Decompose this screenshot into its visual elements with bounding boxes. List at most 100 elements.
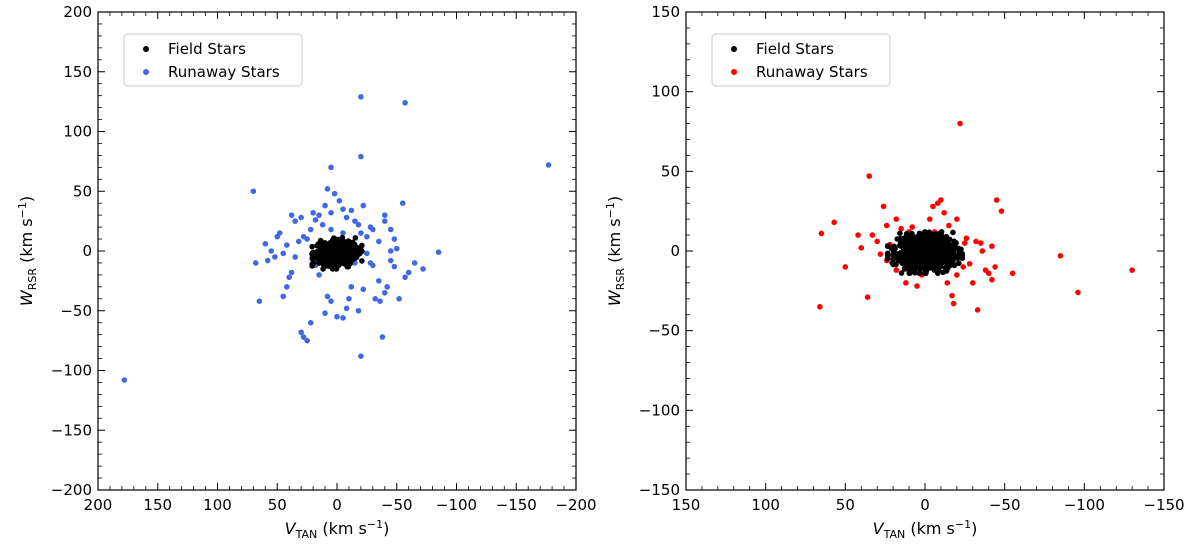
field-stars-point [920, 247, 927, 253]
runaway-stars-point [274, 233, 281, 240]
field-stars-point [959, 251, 966, 257]
x-axis-label-symbol: V [285, 519, 297, 538]
runaway-stars-point [346, 296, 352, 302]
runaway-stars-point [292, 218, 298, 224]
field-stars-point [359, 242, 365, 249]
runaway-stars-point [121, 377, 128, 383]
runaway-stars-point [288, 269, 295, 276]
field-stars-point [339, 235, 346, 241]
runaway-stars-point [402, 100, 408, 106]
runaway-stars-point [1075, 289, 1081, 296]
legend-marker-runaway-stars [143, 69, 149, 75]
runaway-stars-point [343, 305, 350, 312]
field-stars-point [951, 253, 958, 259]
x-tick-label: 200 [84, 496, 113, 514]
runaway-stars-point [355, 307, 362, 314]
field-stars-point [353, 250, 359, 257]
legend-marker-runaway-stars [731, 69, 737, 75]
y-axis-label: WRSR (km s−1) [16, 196, 39, 306]
field-stars-point [938, 229, 945, 235]
y-tick-label: 150 [651, 3, 680, 21]
field-stars-point [351, 241, 357, 248]
runaway-stars-point [379, 334, 386, 340]
runaway-stars-point [360, 286, 367, 293]
field-stars-point [926, 231, 933, 238]
y-axis-label-close: ) [605, 196, 624, 202]
field-stars-point [946, 245, 953, 252]
x-axis-label-unit: (km s [317, 519, 367, 538]
x-axis-label-symbol: V [873, 519, 885, 538]
field-stars-point [328, 253, 334, 259]
runaway-stars-point [358, 230, 364, 236]
x-tick-label: 100 [203, 496, 232, 514]
field-stars-point [323, 259, 330, 265]
field-stars-point [897, 230, 903, 237]
field-stars-point [937, 260, 944, 267]
field-stars-point [896, 257, 903, 264]
runaway-stars-point [307, 319, 314, 326]
field-stars-point [916, 236, 922, 243]
runaway-stars-point [866, 173, 873, 179]
field-stars-point [920, 256, 927, 262]
field-stars-point [309, 263, 315, 269]
field-stars-point [890, 261, 897, 268]
runaway-stars-point [387, 257, 394, 264]
runaway-stars-point [399, 200, 406, 206]
runaway-stars-point [974, 307, 981, 313]
runaway-stars-point [360, 202, 367, 209]
field-stars-point [926, 240, 932, 247]
runaway-stars-point [950, 300, 957, 307]
runaway-stars-point [903, 280, 909, 286]
runaway-stars-point [393, 245, 400, 252]
runaway-stars-point [364, 233, 370, 240]
field-stars-point [959, 255, 966, 262]
runaway-stars-point [343, 214, 350, 221]
y-tick-label: 150 [63, 63, 92, 81]
runaway-stars-point [855, 232, 861, 238]
y-axis-label-unit: (km s [17, 218, 36, 268]
runaway-stars-point [382, 290, 388, 296]
field-stars-point [920, 262, 927, 269]
runaway-stars-point [264, 257, 271, 264]
legend-label: Field Stars [168, 40, 246, 58]
x-tick-label: 100 [751, 496, 780, 514]
runaway-stars-point [946, 222, 952, 229]
field-stars-point [935, 267, 942, 273]
legend-label: Field Stars [756, 40, 834, 58]
field-stars-point [940, 243, 947, 249]
field-stars-point [942, 264, 949, 271]
runaway-stars-point [387, 226, 394, 233]
x-tick-label: −50 [989, 496, 1021, 514]
runaway-stars-point [926, 216, 933, 222]
runaway-stars-point [328, 226, 334, 233]
runaway-stars-point [292, 254, 298, 260]
runaway-stars-point [858, 245, 865, 251]
y-axis-label: WRSR (km s−1) [604, 196, 627, 306]
y-tick-label: 0 [670, 242, 680, 260]
x-axis-label-unit: (km s [905, 519, 955, 538]
runaway-stars-point [391, 236, 398, 242]
field-stars-point [937, 235, 944, 242]
runaway-stars-point [307, 226, 314, 233]
runaway-stars-point [340, 206, 346, 212]
x-axis-label: VTAN (km s−1) [873, 518, 978, 541]
field-stars-point [955, 260, 962, 266]
x-axis-label: VTAN (km s−1) [285, 518, 390, 541]
runaway-stars-point [391, 263, 398, 270]
field-stars-point [933, 246, 939, 252]
runaway-stars-point [883, 222, 890, 229]
field-stars-point [322, 240, 328, 247]
field-stars-point [884, 255, 891, 262]
runaway-stars-point [949, 292, 955, 299]
x-tick-label: 0 [332, 496, 342, 514]
runaway-stars-point [364, 250, 370, 257]
runaway-stars-point [909, 224, 916, 230]
runaway-stars-point [880, 203, 887, 210]
runaway-stars-point [319, 221, 326, 228]
field-stars-point [330, 243, 336, 249]
runaway-stars-point [286, 274, 293, 281]
runaway-stars-point [420, 266, 426, 272]
field-stars-point [903, 231, 910, 237]
x-tick-label: −50 [381, 496, 413, 514]
y-tick-label: 50 [73, 182, 92, 200]
